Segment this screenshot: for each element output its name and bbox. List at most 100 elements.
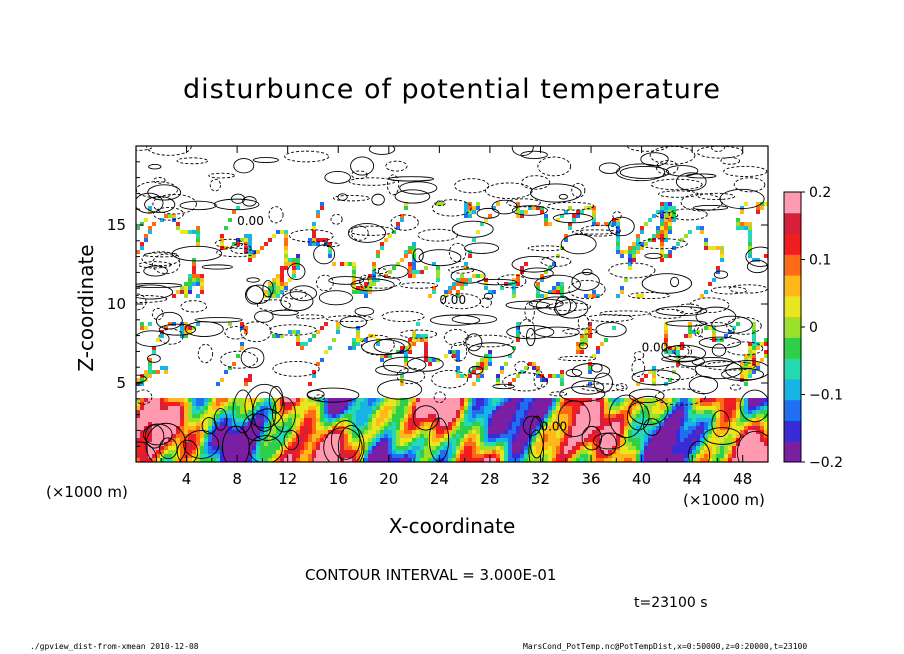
field-cell [712,422,716,426]
field-cell [316,442,320,446]
field-cell [412,334,416,338]
field-cell [376,458,380,462]
field-cell [284,398,288,402]
field-cell [476,430,480,434]
field-cell [532,406,536,410]
field-cell [320,402,324,406]
field-cell [496,418,500,422]
field-cell [436,458,440,462]
field-cell [440,430,444,434]
field-cell [212,446,216,450]
field-cell [428,418,432,422]
field-cell [400,422,404,426]
field-cell [412,242,416,246]
field-cell [756,346,760,350]
field-cell [268,426,272,430]
field-cell [660,458,664,462]
field-cell [412,246,416,250]
field-cell [412,450,416,454]
field-cell [484,410,488,414]
field-cell [716,430,720,434]
field-cell [604,222,608,226]
field-cell [336,430,340,434]
field-cell [360,406,364,410]
field-cell [448,418,452,422]
field-cell [200,446,204,450]
field-cell [668,446,672,450]
field-cell [288,414,292,418]
field-cell [464,458,468,462]
field-cell [164,426,168,430]
field-cell [584,426,588,430]
field-cell [460,414,464,418]
field-cell [436,442,440,446]
field-cell [616,442,620,446]
field-cell [432,410,436,414]
field-cell [620,438,624,442]
field-cell [220,422,224,426]
field-cell [424,450,428,454]
field-cell [636,402,640,406]
field-cell [596,222,600,226]
field-cell [200,438,204,442]
field-cell [468,254,472,258]
field-cell [200,442,204,446]
field-cell [488,434,492,438]
field-cell [276,454,280,458]
field-cell [288,258,292,262]
field-cell [556,458,560,462]
field-cell [416,270,420,274]
field-cell [504,414,508,418]
field-cell [720,438,724,442]
field-cell [324,422,328,426]
field-cell [192,230,196,234]
contour-line [136,293,147,311]
field-cell [448,434,452,438]
contour-line [434,200,446,207]
field-cell [180,454,184,458]
field-cell [368,446,372,450]
field-cell [272,234,276,238]
field-cell [364,282,368,286]
field-cell [668,430,672,434]
field-cell [544,410,548,414]
field-cell [728,402,732,406]
field-cell [376,446,380,450]
field-cell [360,410,364,414]
field-cell [736,442,740,446]
field-cell [516,338,520,342]
field-cell [684,450,688,454]
field-cell [460,454,464,458]
field-cell [700,418,704,422]
field-cell [424,454,428,458]
field-cell [272,438,276,442]
field-cell [720,250,724,254]
contour-line [522,415,542,436]
field-cell [388,442,392,446]
field-cell [204,426,208,430]
field-cell [644,422,648,426]
field-cell [516,210,520,214]
contour-line [640,152,669,167]
field-cell [288,434,292,438]
field-cell [560,378,564,382]
field-cell [276,446,280,450]
field-cell [412,266,416,270]
field-cell [624,422,628,426]
field-cell [496,374,500,378]
field-cell [336,330,340,334]
field-cell [736,426,740,430]
field-cell [748,442,752,446]
field-cell [544,378,548,382]
field-cell [632,242,636,246]
field-cell [732,418,736,422]
field-cell [708,326,712,330]
contour-line [280,291,314,312]
field-cell [684,334,688,338]
field-cell [452,442,456,446]
field-cell [760,422,764,426]
field-cell [148,438,152,442]
field-cell [212,422,216,426]
field-cell [352,402,356,406]
field-cell [452,430,456,434]
